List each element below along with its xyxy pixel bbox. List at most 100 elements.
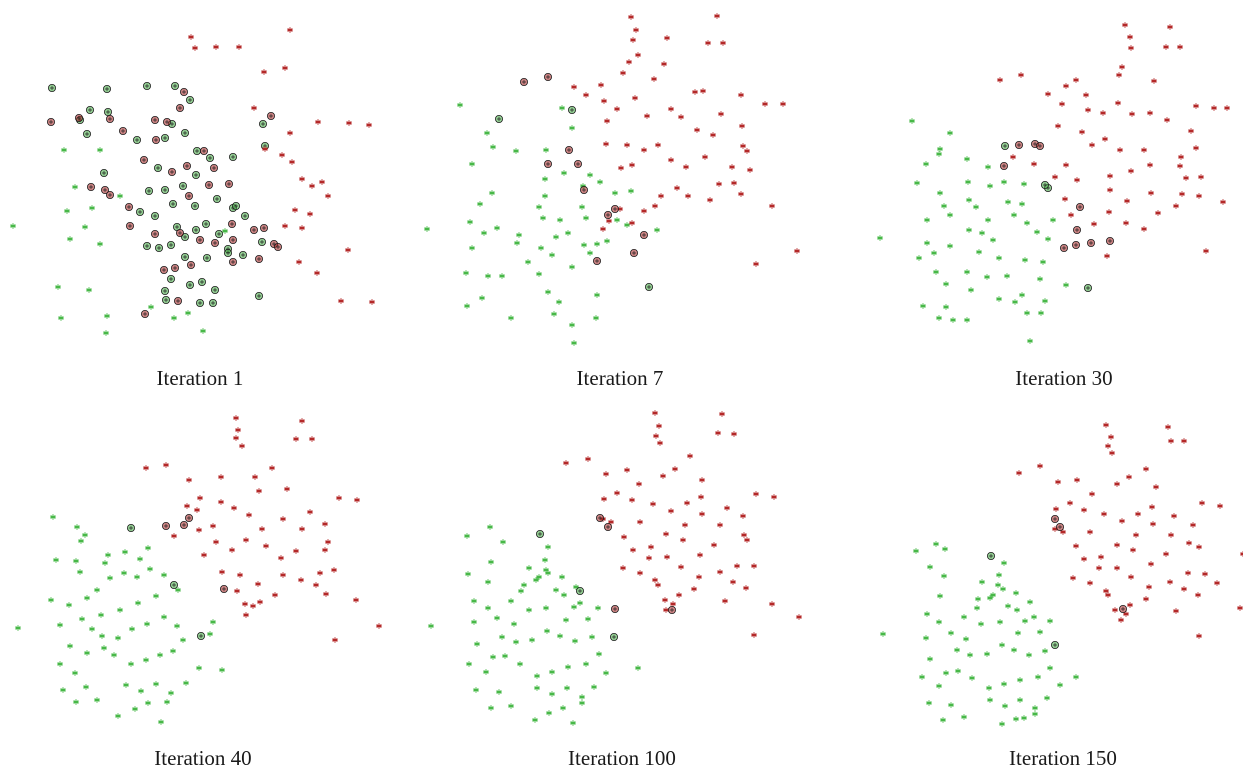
data-point	[1073, 543, 1079, 549]
data-point	[1105, 443, 1111, 449]
data-point	[1081, 556, 1087, 562]
data-point	[577, 600, 583, 606]
misclassified-point-cross	[193, 172, 199, 178]
data-point	[1037, 463, 1043, 469]
data-point	[947, 243, 953, 249]
data-point	[1185, 570, 1191, 576]
data-point	[57, 622, 63, 628]
data-point	[489, 190, 495, 196]
data-point	[707, 197, 713, 203]
misclassified-point-cross	[545, 74, 551, 80]
data-point	[284, 486, 290, 492]
data-point	[676, 592, 682, 598]
data-point	[1102, 136, 1108, 142]
data-point	[685, 193, 691, 199]
data-point	[593, 315, 599, 321]
data-point	[769, 203, 775, 209]
data-point	[315, 119, 321, 125]
data-point	[1107, 173, 1113, 179]
misclassified-point-cross	[210, 300, 216, 306]
misclassified-point-cross	[141, 157, 147, 163]
data-point	[1005, 199, 1011, 205]
misclassified-point-cross	[48, 119, 54, 125]
data-point	[1116, 72, 1122, 78]
data-point	[299, 526, 305, 532]
data-point	[174, 623, 180, 629]
data-point	[485, 605, 491, 611]
data-point	[1100, 110, 1106, 116]
data-point	[549, 669, 555, 675]
data-point	[255, 581, 261, 587]
data-point	[624, 142, 630, 148]
data-point	[525, 259, 531, 265]
data-point	[641, 147, 647, 153]
data-point	[1087, 529, 1093, 535]
data-point	[1183, 175, 1189, 181]
data-point	[1127, 602, 1133, 608]
data-point	[1135, 511, 1141, 517]
data-point	[1004, 273, 1010, 279]
data-point	[1012, 299, 1018, 305]
misclassified-point-cross	[107, 192, 113, 198]
data-point	[573, 584, 579, 590]
data-point	[985, 217, 991, 223]
panel-caption: Iteration 1	[156, 366, 244, 390]
data-point	[67, 643, 73, 649]
data-point	[730, 579, 736, 585]
data-point	[985, 164, 991, 170]
data-point	[1163, 44, 1169, 50]
data-point	[626, 59, 632, 65]
data-point	[219, 569, 225, 575]
data-point	[526, 607, 532, 613]
data-point	[1034, 229, 1040, 235]
data-point	[1055, 479, 1061, 485]
data-point	[50, 514, 56, 520]
data-point	[683, 164, 689, 170]
data-point	[595, 605, 601, 611]
data-point	[1103, 422, 1109, 428]
data-point	[105, 552, 111, 558]
data-point	[1098, 554, 1104, 560]
data-point	[331, 567, 337, 573]
red-points	[997, 22, 1230, 259]
data-point	[1190, 522, 1196, 528]
data-point	[292, 207, 298, 213]
data-point	[237, 572, 243, 578]
data-point	[601, 496, 607, 502]
data-point	[1067, 500, 1073, 506]
misclassified-point-cross	[182, 234, 188, 240]
data-point	[1220, 199, 1226, 205]
misclassified-point-cross	[127, 223, 133, 229]
data-point	[1117, 147, 1123, 153]
data-point	[86, 287, 92, 293]
data-point	[1109, 450, 1115, 456]
data-point	[122, 549, 128, 555]
data-point	[705, 40, 711, 46]
misclassified-point-cross	[230, 154, 236, 160]
data-point	[940, 717, 946, 723]
data-point	[1130, 547, 1136, 553]
data-point	[694, 127, 700, 133]
data-point	[1148, 190, 1154, 196]
data-point	[48, 597, 54, 603]
scatter-plot	[877, 22, 1230, 344]
misclassified-point-cross	[172, 265, 178, 271]
data-point	[463, 270, 469, 276]
data-point	[1167, 24, 1173, 30]
data-point	[680, 537, 686, 543]
data-point	[1104, 253, 1110, 259]
data-point	[1022, 257, 1028, 263]
data-point	[325, 539, 331, 545]
data-point	[572, 638, 578, 644]
data-point	[1188, 128, 1194, 134]
misclassified-point-cross	[188, 262, 194, 268]
data-point	[620, 70, 626, 76]
misclassified-point-cross	[212, 287, 218, 293]
data-point	[289, 159, 295, 165]
data-point	[1013, 716, 1019, 722]
misclassified-point-cross	[203, 221, 209, 227]
data-point	[1181, 438, 1187, 444]
data-point	[107, 575, 113, 581]
data-point	[999, 721, 1005, 727]
data-point	[168, 690, 174, 696]
